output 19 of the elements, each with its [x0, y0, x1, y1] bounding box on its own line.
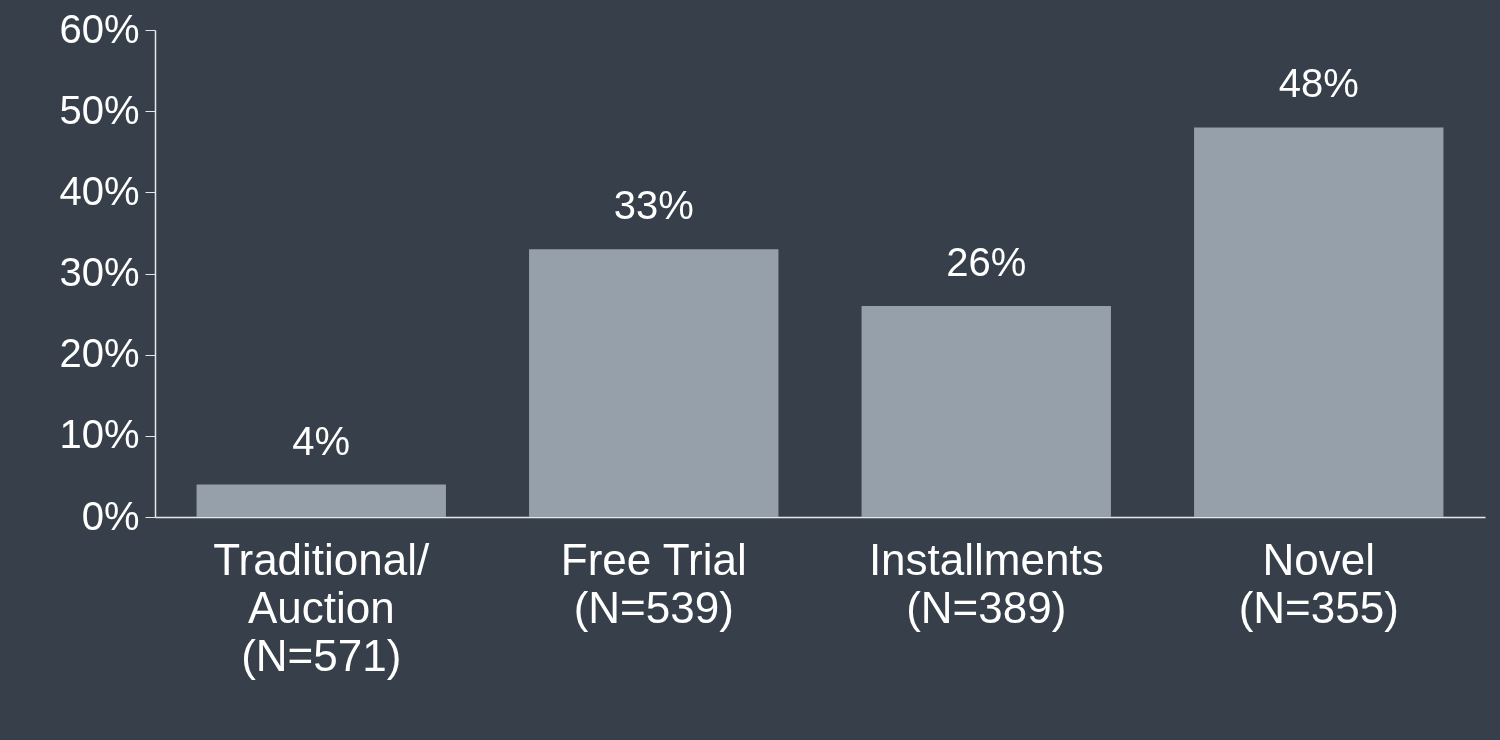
y-tick-label: 20%	[59, 331, 140, 376]
x-tick-label: Installments (N=389)	[868, 534, 1104, 632]
data-label: 48%	[1278, 61, 1359, 106]
x-tick-label: Traditional/ Auction (N=571)	[213, 534, 431, 680]
bar	[529, 249, 779, 517]
data-label: 4%	[292, 418, 351, 463]
data-label: 33%	[613, 183, 694, 228]
y-tick-label: 60%	[59, 6, 140, 51]
y-tick-label: 40%	[59, 168, 140, 213]
bar	[1194, 127, 1444, 517]
y-tick-label: 0%	[81, 493, 140, 538]
bar	[861, 305, 1111, 517]
y-tick-label: 30%	[59, 250, 140, 294]
y-tick-label: 50%	[59, 87, 140, 132]
data-label: 26%	[946, 239, 1027, 284]
y-tick-label: 10%	[59, 412, 140, 457]
x-tick-label: Novel (N=355)	[1238, 534, 1399, 632]
bar	[196, 484, 446, 517]
x-tick-label: Free Trial (N=539)	[560, 534, 747, 632]
